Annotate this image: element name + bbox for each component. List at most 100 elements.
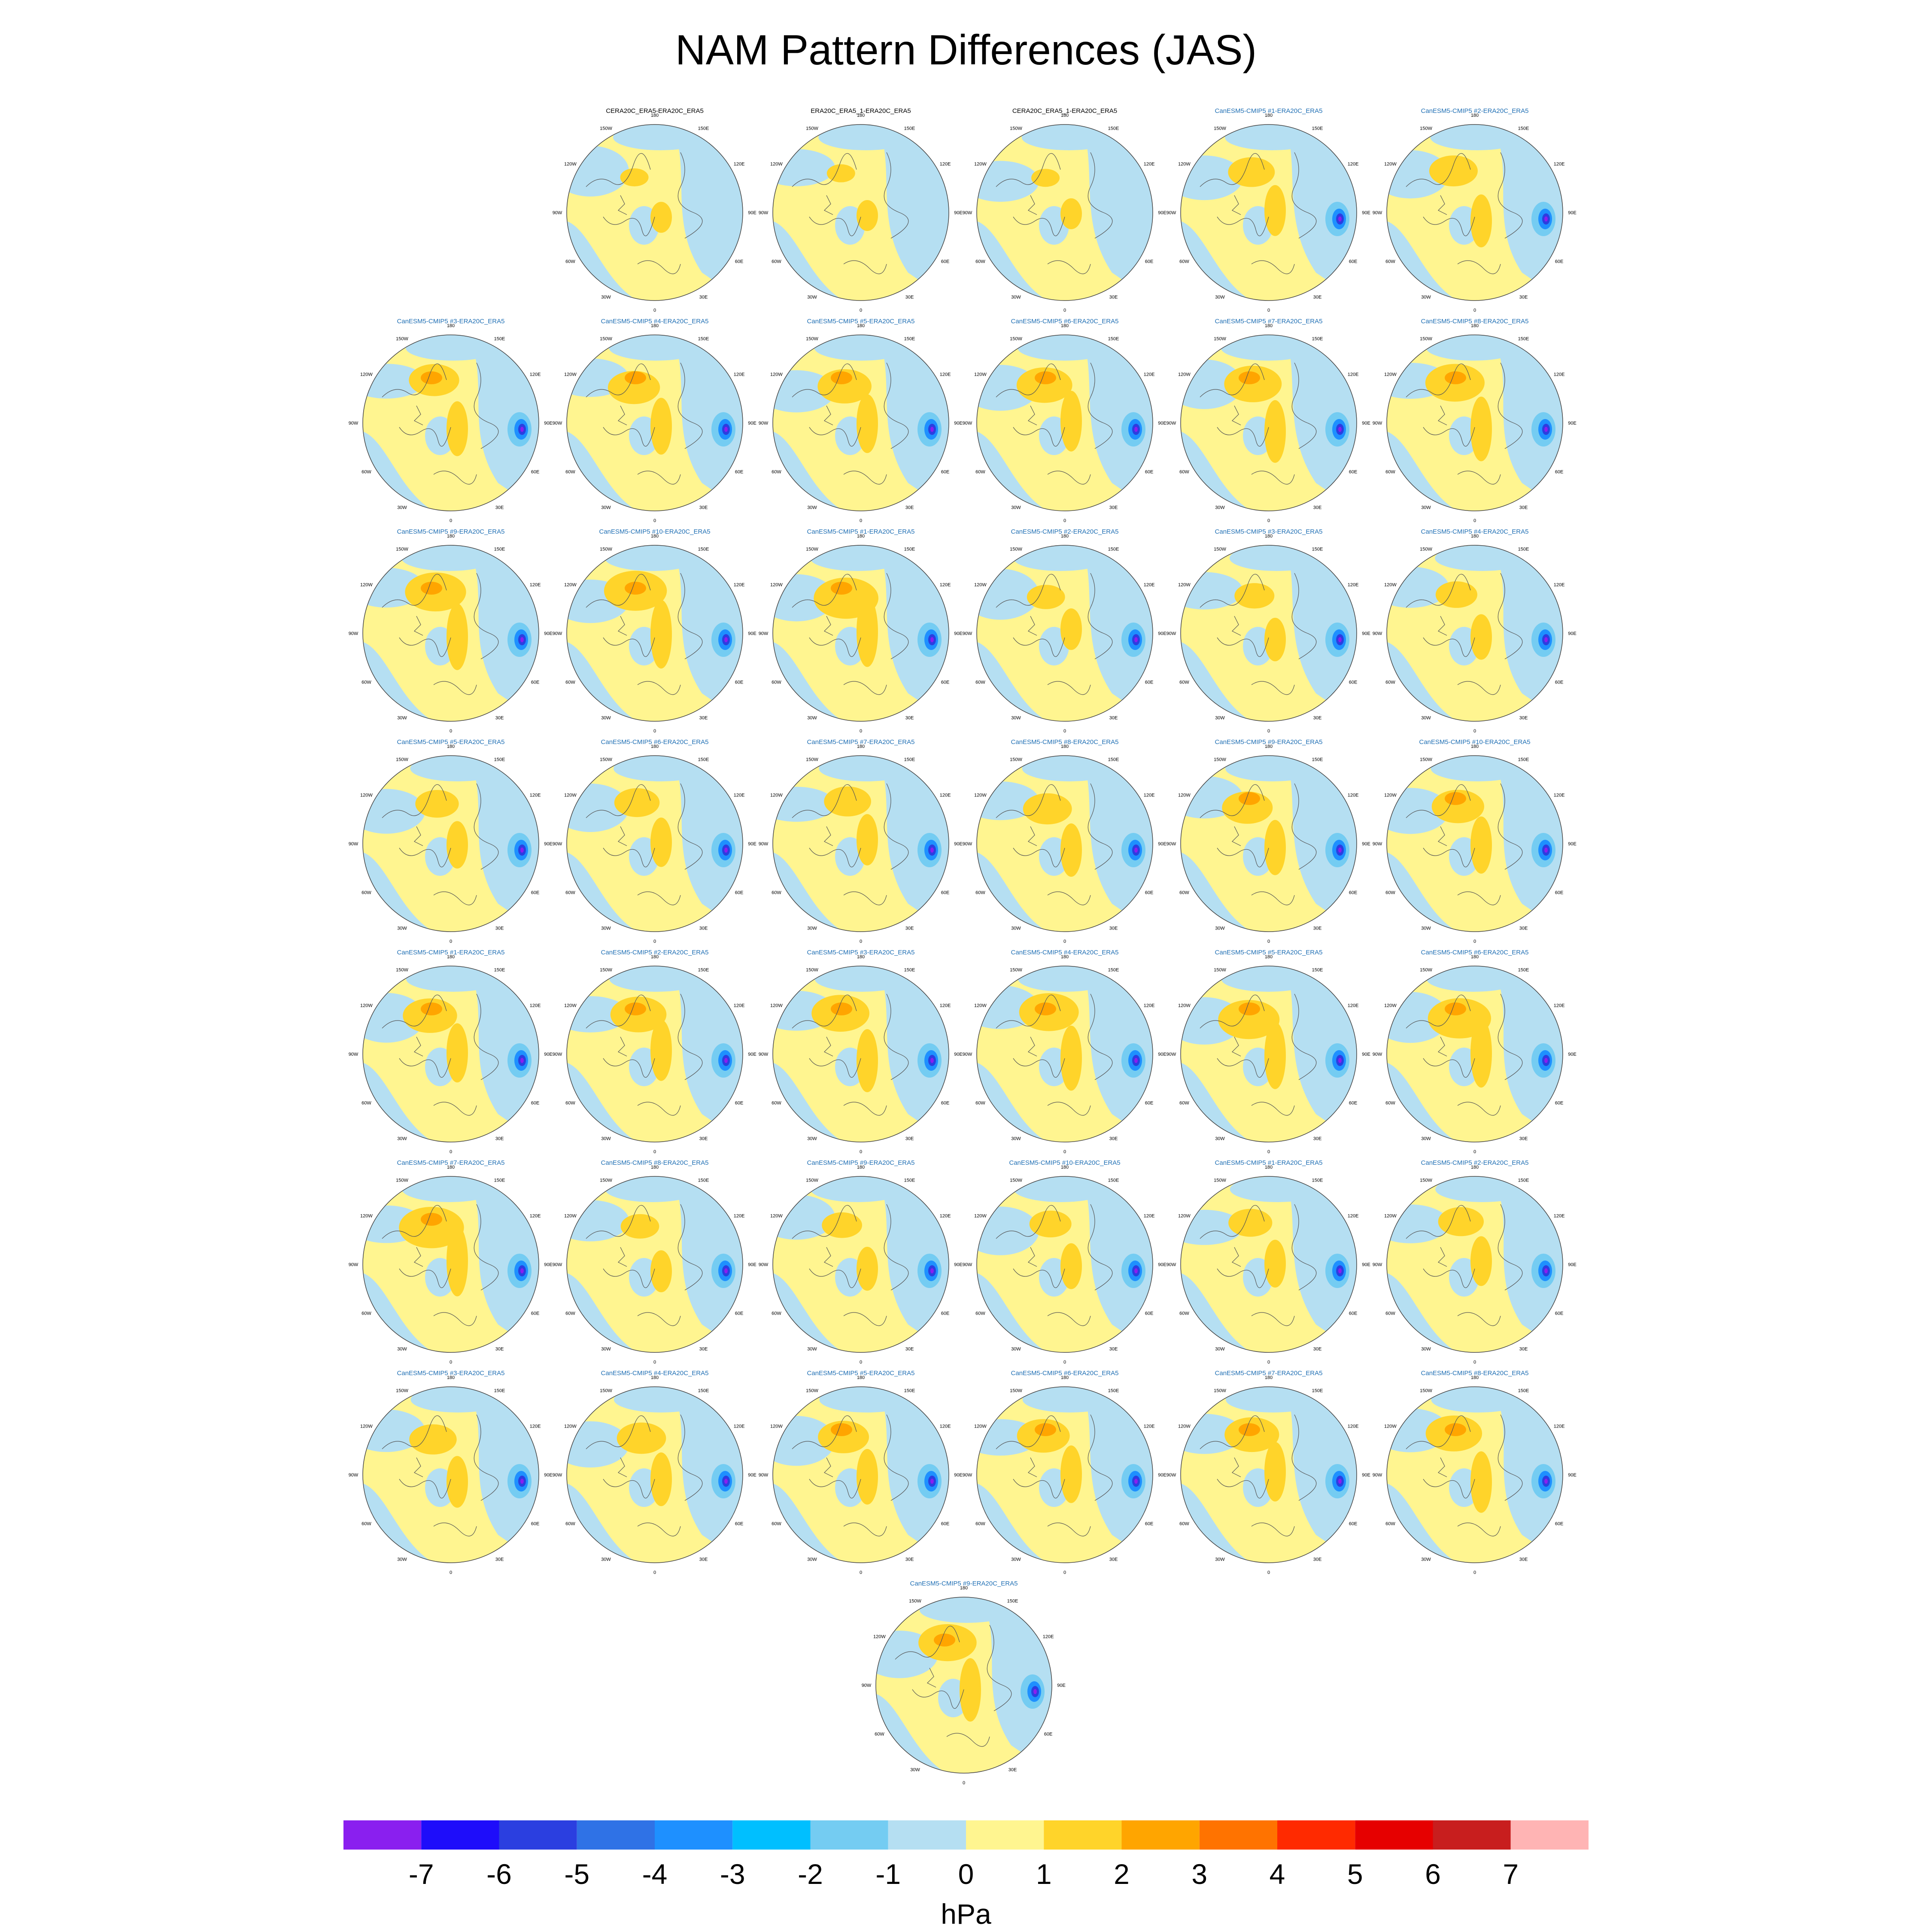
longitude-label: 30E (1109, 295, 1118, 300)
negative-region (401, 545, 496, 571)
negative-region (1426, 966, 1521, 992)
colorbar-tick-label: 0 (958, 1858, 974, 1889)
longitude-label: 150W (1420, 336, 1432, 341)
longitude-label: 120E (940, 1003, 951, 1009)
longitude-label: 120E (1554, 793, 1565, 798)
negative-core (1338, 1058, 1342, 1063)
longitude-label: 30E (905, 295, 914, 300)
coastline (792, 783, 909, 905)
negative-region (1022, 756, 1117, 781)
negative-region (1082, 756, 1153, 932)
longitude-label: 60E (941, 1101, 950, 1106)
longitude-label: 180 (1471, 1165, 1479, 1170)
positive-region (1060, 391, 1082, 452)
longitude-label: 150W (396, 1178, 408, 1183)
map-panel: CanESM5-CMIP5 #5-ERA20C_ERA5 180 150E 120E 9… (758, 1370, 964, 1576)
polar-map: 180 150E 120E 90E 60E 30E 0 30W 60W 90W 120W 150W (1373, 1375, 1577, 1575)
longitude-label: 90E (1568, 1473, 1577, 1478)
positive-region (1234, 583, 1275, 609)
longitude-label: 150W (600, 1388, 612, 1393)
map-panel: CanESM5-CMIP5 #10-ERA20C_ERA5 180 150E 120E… (1372, 738, 1578, 945)
colorbar-box (1433, 1820, 1511, 1850)
map-border (566, 966, 743, 1142)
panel-title: CanESM5-CMIP5 #9-ERA20C_ERA5 (1215, 738, 1323, 746)
longitude-label: 150W (1214, 126, 1226, 131)
negative-core (724, 1058, 728, 1063)
longitude-label: 60W (772, 680, 781, 685)
positive-region (1060, 608, 1082, 650)
positive-region (409, 1424, 457, 1455)
longitude-label: 90W (963, 841, 972, 847)
longitude-label: 60E (531, 1101, 540, 1106)
longitude-label: 90E (1362, 1473, 1370, 1478)
panel-title: CanESM5-CMIP5 #4-ERA20C_ERA5 (601, 1370, 709, 1377)
positive-core (1035, 1002, 1056, 1015)
longitude-label: 150E (698, 967, 709, 972)
longitude-label: 60E (941, 680, 950, 685)
longitude-label: 60E (1145, 680, 1154, 685)
negative-region (410, 1387, 505, 1413)
longitude-label: 60W (1385, 470, 1395, 475)
positive-core (831, 582, 852, 595)
map-panel: CanESM5-CMIP5 #6-ERA20C_ERA5 180 150E 120E 9… (962, 318, 1168, 524)
colorbar-tick-label: -5 (564, 1858, 589, 1889)
map-border (1180, 755, 1357, 932)
polar-map: 180 150E 120E 90E 60E 30E 0 30W 60W 90W 120W 150W (963, 1375, 1166, 1575)
negative-core (930, 848, 934, 853)
negative-region (1082, 1176, 1153, 1352)
longitude-label: 180 (1061, 1375, 1069, 1380)
negative-core (1544, 848, 1548, 853)
positive-core (625, 371, 646, 384)
longitude-label: 60E (1349, 470, 1358, 475)
longitude-label: 90W (1373, 210, 1382, 216)
map-border (362, 966, 539, 1142)
longitude-label: 120W (1178, 1214, 1191, 1219)
longitude-label: 150E (1108, 126, 1119, 131)
longitude-label: 150W (396, 757, 408, 762)
panel-title: CanESM5-CMIP5 #5-ERA20C_ERA5 (807, 1370, 915, 1377)
map-panel: CERA20C_ERA5_1-ERA20C_ERA5 180 150E 120E 90E… (962, 107, 1168, 313)
longitude-label: 90E (1362, 210, 1370, 216)
longitude-label: 30W (397, 1557, 407, 1562)
longitude-label: 30E (1109, 1136, 1118, 1142)
colorbar-tick-label: 2 (1114, 1858, 1130, 1889)
coastline (586, 152, 703, 274)
longitude-label: 60E (531, 1522, 540, 1527)
map-panel: CanESM5-CMIP5 #4-ERA20C_ERA5 180 150E 120E 9… (1372, 528, 1578, 734)
longitude-label: 60E (1145, 1101, 1154, 1106)
longitude-label: 150W (1214, 967, 1226, 972)
negative-core (930, 1479, 934, 1484)
longitude-label: 0 (1267, 1570, 1270, 1575)
longitude-label: 30E (1109, 716, 1118, 721)
polar-map: 180 150E 120E 90E 60E 30E 0 30W 60W 90W 120W 150W (963, 954, 1166, 1154)
polar-map: 180 150E 120E 90E 60E 30E 0 30W 60W 90W 120W 150W (1166, 323, 1370, 523)
positive-region (857, 1029, 878, 1093)
longitude-label: 0 (1063, 939, 1066, 944)
map-border (976, 1176, 1153, 1353)
panel-title: CanESM5-CMIP5 #9-ERA20C_ERA5 (910, 1580, 1018, 1587)
longitude-label: 90E (1362, 1052, 1370, 1057)
map-panel: CanESM5-CMIP5 #3-ERA20C_ERA5 180 150E 120E 9… (348, 1370, 554, 1576)
longitude-label: 120W (1178, 1424, 1191, 1429)
positive-region (447, 401, 468, 456)
positive-region (1228, 1209, 1273, 1237)
polar-map: 180 150E 120E 90E 60E 30E 0 30W 60W 90W 120W 150W (1373, 954, 1577, 1154)
negative-region (878, 1176, 949, 1352)
polar-map: 180 150E 120E 90E 60E 30E 0 30W 60W 90W 120W 150W (1166, 1375, 1370, 1575)
longitude-label: 180 (651, 323, 659, 328)
longitude-label: 90W (553, 631, 562, 636)
map-border (1386, 545, 1563, 722)
polar-map: 180 150E 120E 90E 60E 30E 0 30W 60W 90W 120W 150W (1373, 113, 1577, 313)
longitude-label: 90W (553, 210, 562, 216)
coastline (382, 993, 499, 1116)
longitude-label: 120E (940, 372, 951, 377)
longitude-label: 30W (601, 505, 611, 510)
negative-region (1387, 1204, 1449, 1243)
coastline (895, 1625, 1012, 1747)
positive-region (650, 1452, 672, 1507)
coastline (382, 573, 499, 695)
colorbar-tick-label: -3 (720, 1858, 745, 1889)
polar-map: 180 150E 120E 90E 60E 30E 0 30W 60W 90W 120W 150W (1373, 534, 1577, 734)
longitude-label: 150W (1010, 1388, 1022, 1393)
colorbar-box (1044, 1820, 1122, 1850)
